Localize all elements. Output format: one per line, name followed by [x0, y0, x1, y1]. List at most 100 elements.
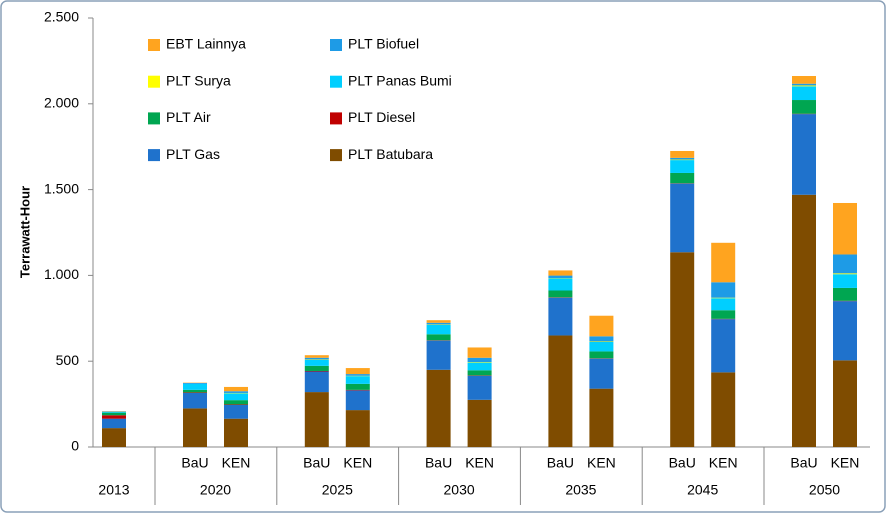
bar-segment — [711, 297, 736, 299]
bar-segment — [426, 369, 451, 447]
bar-segment — [792, 114, 816, 195]
group-label: 2045 — [687, 482, 718, 498]
legend-swatch — [148, 112, 160, 125]
bar-segment — [224, 393, 248, 401]
bar-segment — [792, 76, 816, 84]
bar-segment — [183, 382, 207, 384]
bar-segment — [711, 372, 736, 447]
legend-swatch — [330, 149, 342, 162]
bar-segment — [833, 287, 857, 301]
x-tick-label: KEN — [709, 455, 738, 471]
bar-segment — [426, 340, 451, 370]
bar-segment — [833, 202, 857, 255]
legend-label: PLT Diesel — [348, 109, 415, 125]
bar-segment — [345, 368, 370, 375]
bar-segment — [467, 375, 492, 400]
bar-segment — [102, 418, 126, 429]
bar-segment — [792, 194, 816, 447]
legend-label: PLT Gas — [166, 146, 220, 162]
legend-swatch — [330, 39, 342, 51]
x-tick-label: BaU — [790, 455, 817, 471]
bar-segment — [833, 274, 857, 288]
y-tick-label: 0 — [71, 438, 79, 454]
bar-segment — [345, 390, 370, 411]
bar-segment — [345, 376, 370, 384]
bar-segment — [792, 86, 816, 101]
bar-segment — [304, 371, 329, 393]
group-label: 2035 — [565, 482, 596, 498]
bar-segment — [467, 370, 492, 376]
bar-segment — [589, 336, 614, 342]
x-tick-label: BaU — [669, 455, 696, 471]
bar-segment — [711, 298, 736, 311]
y-tick-label: 500 — [56, 352, 80, 368]
bar-segment — [792, 83, 816, 86]
x-tick-label: KEN — [222, 455, 251, 471]
x-tick-label: KEN — [465, 455, 494, 471]
group-label: 2020 — [200, 482, 231, 498]
bar-segment — [833, 273, 857, 275]
bar-segment — [224, 418, 248, 447]
bar-segment — [345, 389, 370, 391]
y-axis-label: Terrawatt-Hour — [17, 186, 32, 278]
bar-segment — [102, 428, 126, 447]
bar-segment — [467, 399, 492, 447]
bar-segment — [589, 341, 614, 342]
bar-segment — [589, 351, 614, 359]
bar-segment — [183, 392, 207, 393]
bar-segment — [670, 157, 695, 160]
bar-segment — [670, 183, 695, 253]
bar-segment — [711, 242, 736, 283]
x-tick-label: KEN — [343, 455, 372, 471]
bar-segment — [183, 408, 207, 447]
bar-segment — [224, 386, 248, 392]
y-tick-label: 2.000 — [44, 95, 79, 111]
bar-segment — [467, 357, 492, 363]
bar-segment — [224, 404, 248, 405]
bar-segment — [304, 392, 329, 447]
bar-segment — [345, 383, 370, 390]
x-tick-label: KEN — [587, 455, 616, 471]
bar-segment — [589, 358, 614, 389]
bar-segment — [548, 270, 573, 276]
legend-swatch — [330, 75, 342, 88]
bar-segment — [670, 160, 695, 173]
bar-segment — [792, 85, 816, 87]
bar-segment — [426, 324, 451, 335]
legend-swatch — [148, 75, 160, 88]
bar-segment — [224, 404, 248, 419]
bar-segment — [345, 374, 370, 376]
legend-label: PLT Batubara — [348, 146, 433, 162]
group-label: 2025 — [322, 482, 353, 498]
legend-swatch — [330, 112, 342, 125]
legend-label: PLT Surya — [166, 72, 231, 88]
bar-segment — [426, 320, 451, 323]
legend-label: PLT Air — [166, 109, 211, 125]
bar-segment — [224, 400, 248, 405]
bar-segment — [467, 362, 492, 363]
bar-segment — [183, 383, 207, 390]
group-label: 2030 — [444, 482, 475, 498]
bar-segment — [304, 355, 329, 358]
bar-segment — [548, 290, 573, 298]
y-tick-label: 1.000 — [44, 266, 79, 282]
group-label: 2050 — [809, 482, 840, 498]
x-tick-label: BaU — [547, 455, 574, 471]
bar-segment — [589, 388, 614, 447]
bar-segment — [711, 282, 736, 298]
bar-segment — [183, 392, 207, 409]
group-label: 2013 — [98, 482, 129, 498]
bar-segment — [833, 360, 857, 447]
bar-segment — [670, 252, 695, 447]
bar-segment — [670, 150, 695, 158]
bar-segment — [102, 411, 126, 413]
legend-label: PLT Panas Bumi — [348, 72, 452, 88]
bar-segment — [833, 254, 857, 274]
bar-segment — [833, 301, 857, 361]
legend-label: PLT Biofuel — [348, 36, 419, 52]
bar-segment — [224, 391, 248, 393]
legend-swatch — [148, 149, 160, 162]
bar-segment — [711, 319, 736, 373]
